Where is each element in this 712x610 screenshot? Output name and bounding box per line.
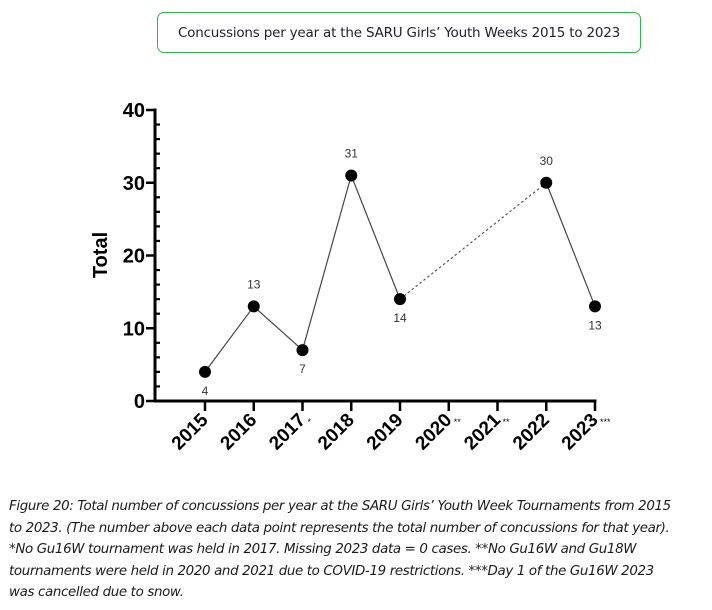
series-segment xyxy=(350,175,401,300)
data-point xyxy=(540,176,553,189)
x-tick-label: 2017 xyxy=(265,410,310,455)
y-tick-label: 10 xyxy=(123,318,145,340)
y-tick-label: 0 xyxy=(134,391,145,413)
x-tick-footnote-mark: ** xyxy=(503,417,511,427)
x-tick-label: 2021 xyxy=(460,409,505,454)
data-label: 4 xyxy=(202,384,209,398)
data-point xyxy=(296,344,309,357)
x-tick-label: 2020 xyxy=(412,410,457,455)
x-tick-footnote-mark: * xyxy=(308,417,312,427)
figure-caption: Figure 20: Total number of concussions p… xyxy=(9,496,709,604)
series-segment xyxy=(301,175,352,351)
x-tick-label: 2015 xyxy=(168,409,213,454)
chart-title: Concussions per year at the SARU Girls’ … xyxy=(177,24,621,41)
data-points xyxy=(199,169,601,378)
x-tick-footnote-mark: *** xyxy=(600,417,611,427)
caption-line: was cancelled due to snow. xyxy=(9,585,184,601)
data-label: 30 xyxy=(540,154,554,168)
caption-line: to 2023. (The number above each data poi… xyxy=(9,520,670,536)
data-label: 13 xyxy=(588,318,602,332)
data-label: 14 xyxy=(393,311,407,325)
y-tick-label: 30 xyxy=(123,173,145,195)
data-label: 13 xyxy=(247,277,261,291)
data-point xyxy=(247,300,260,313)
series-segment xyxy=(545,182,596,307)
x-tick-label: 2022 xyxy=(509,410,554,455)
y-tick-label: 40 xyxy=(123,100,145,122)
series-segment xyxy=(253,305,303,351)
caption-line: tournaments were held in 2020 and 2021 d… xyxy=(9,563,654,579)
series-segment xyxy=(204,306,255,373)
data-point xyxy=(394,293,406,306)
y-axis-title: Total xyxy=(90,232,112,278)
series-gap-dotted-segment xyxy=(399,182,547,300)
series-lines xyxy=(204,175,596,373)
data-point xyxy=(345,169,358,182)
y-tick-label: 20 xyxy=(123,246,145,268)
data-point xyxy=(589,300,601,313)
x-tick-footnote-mark: ** xyxy=(454,417,462,427)
x-tick-label: 2016 xyxy=(217,410,262,455)
data-labels: 4 13 7 31 14 30 13 xyxy=(202,146,602,397)
data-label: 7 xyxy=(299,362,306,376)
data-point xyxy=(199,365,211,378)
x-tick-label: 2018 xyxy=(314,410,359,455)
x-tick-label: 2019 xyxy=(363,410,408,455)
x-tick-label: 2023 xyxy=(558,410,603,455)
caption-line: *No Gu16W tournament was held in 2017. M… xyxy=(9,542,637,558)
caption-line: Figure 20: Total number of concussions p… xyxy=(9,499,671,514)
chart-title-box: Concussions per year at the SARU Girls’ … xyxy=(157,12,641,53)
data-label: 31 xyxy=(345,146,359,160)
